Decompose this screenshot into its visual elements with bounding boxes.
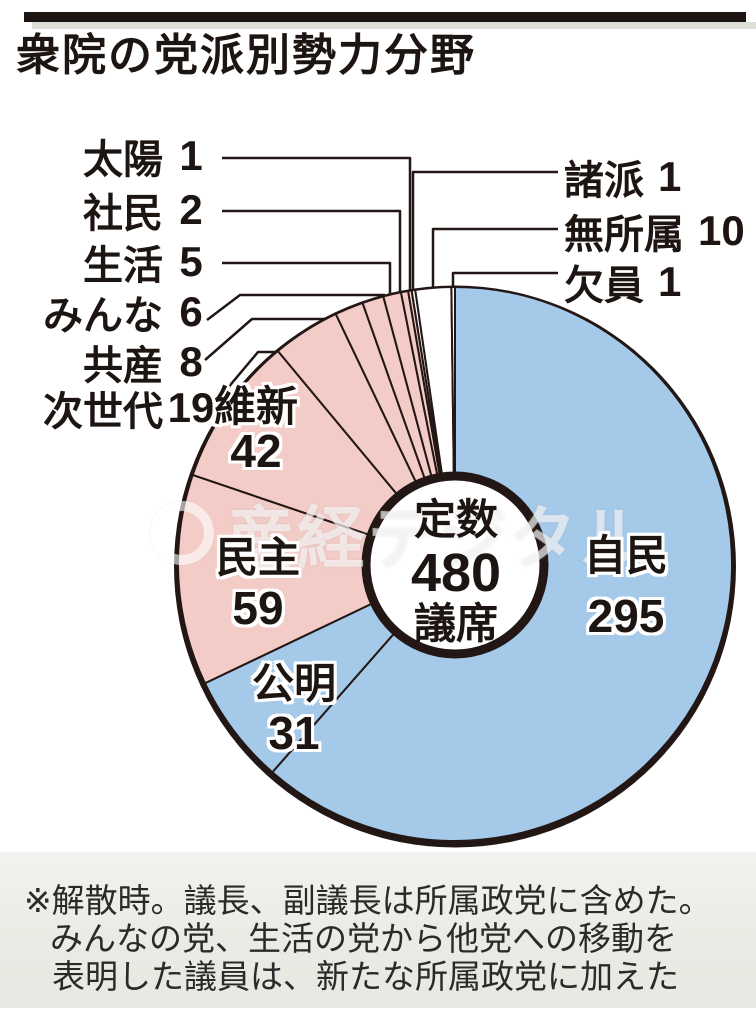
label-shamin: 社民 2 — [0, 184, 215, 236]
party-seats: 1 — [658, 258, 682, 305]
label-komei: 公明 31 — [209, 660, 379, 758]
party-name: みんな — [43, 294, 163, 338]
leader-line-taiyo — [222, 156, 412, 291]
center-label-line: 定数 — [413, 496, 498, 543]
party-seats: 1 — [658, 153, 682, 200]
party-seats: 8 — [179, 338, 203, 385]
party-name: 諸派 — [564, 159, 644, 203]
footnote-line: みんなの党、生活の党から他党への移動を — [50, 920, 677, 957]
leader-line-mushozoku — [431, 227, 558, 288]
label-seikatsu: 生活 5 — [0, 236, 215, 288]
label-mushozoku: 無所属 10 — [564, 205, 756, 257]
label-shoha: 諸派 1 — [564, 151, 756, 203]
leader-line-shoha — [411, 170, 558, 291]
top-rule-shadow — [32, 22, 756, 29]
party-name: 次世代 — [43, 390, 163, 434]
leader-line-kyosan — [204, 317, 325, 361]
label-jisedai: 次世代 19 — [0, 382, 215, 434]
label-ishin: 維新 42 — [171, 383, 341, 477]
leader-line-ketsuin — [451, 271, 558, 287]
label-minna: みんな 6 — [0, 286, 215, 338]
party-seats: 2 — [179, 186, 203, 233]
party-seats: 42 — [230, 425, 282, 477]
page-title: 衆院の党派別勢力分野 — [16, 31, 476, 80]
party-name: 公明 — [251, 660, 336, 707]
party-seats: 31 — [268, 707, 320, 759]
label-kyosan: 共産 8 — [0, 336, 215, 388]
party-name: 自民 — [583, 532, 668, 579]
party-name: 太陽 — [83, 138, 163, 182]
footnote-line: ※解散時。議長、副議長は所属政党に含めた。 — [24, 882, 712, 919]
party-name: 維新 — [213, 383, 298, 430]
party-seats: 59 — [232, 582, 284, 634]
party-name: 生活 — [83, 244, 163, 288]
label-taiyo: 太陽 1 — [0, 130, 215, 182]
label-jimin: 自民 295 — [541, 532, 711, 644]
party-seats: 295 — [587, 590, 665, 642]
top-rule-bar — [24, 12, 746, 22]
center-label-line: 議席 — [413, 600, 498, 647]
party-seats: 19 — [167, 384, 215, 431]
party-name: 民主 — [215, 534, 300, 581]
label-minshu: 民主 59 — [173, 534, 343, 634]
pie-slice-民主 — [177, 473, 456, 685]
party-name: 欠員 — [564, 264, 644, 308]
party-seats: 10 — [698, 207, 745, 254]
center-total-value: 480 — [410, 543, 502, 603]
leader-line-seikatsu — [222, 261, 392, 295]
footnote-band: ※解散時。議長、副議長は所属政党に含めた。 みんなの党、生活の党から他党への移動… — [0, 852, 756, 1008]
party-seats: 1 — [179, 132, 203, 179]
label-ketsuin: 欠員 1 — [564, 256, 756, 308]
center-total-label: 定数 480 議席 — [356, 497, 556, 647]
leader-line-shamin — [222, 209, 402, 293]
footnote-line: 表明した議員は、新たな所属政党に加えた — [52, 958, 679, 995]
leader-line-jisedai — [215, 350, 277, 403]
party-seats: 5 — [179, 238, 203, 285]
leader-line-minna — [206, 293, 385, 321]
party-name: 共産 — [83, 344, 163, 388]
pie-center-hole — [361, 471, 549, 659]
party-seats: 6 — [179, 288, 203, 335]
party-name: 無所属 — [564, 213, 684, 257]
party-name: 社民 — [83, 192, 163, 236]
leader-lines — [204, 156, 558, 403]
